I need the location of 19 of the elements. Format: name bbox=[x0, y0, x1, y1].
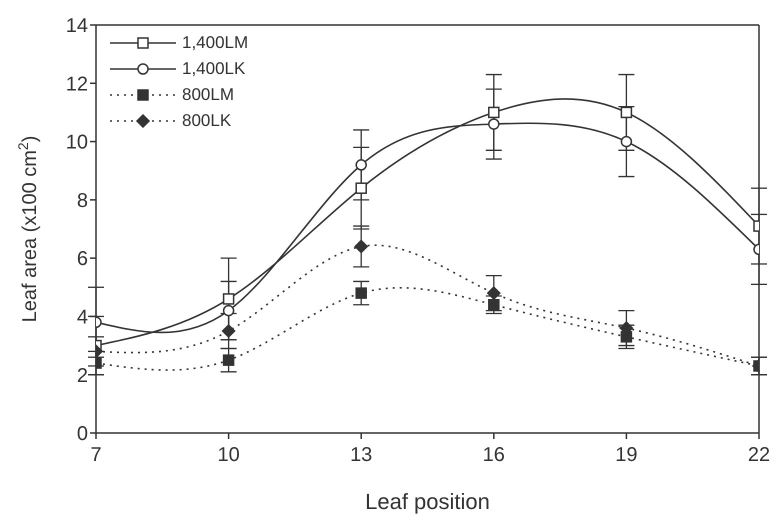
y-tick-label: 14 bbox=[66, 15, 88, 38]
x-axis-title: Leaf position bbox=[365, 489, 490, 514]
x-tick-label: 10 bbox=[217, 444, 240, 466]
legend-label: 800LM bbox=[182, 85, 234, 105]
y-tick-label: 4 bbox=[76, 306, 88, 329]
y-tick-label: 6 bbox=[76, 248, 88, 270]
legend-label: 800LK bbox=[182, 111, 232, 131]
y-tick-label: 10 bbox=[66, 132, 88, 154]
x-tick-label: 19 bbox=[615, 444, 638, 466]
y-tick-label: 8 bbox=[76, 190, 88, 212]
y-tick-label: 0 bbox=[76, 423, 88, 446]
x-tick-label: 7 bbox=[90, 444, 102, 466]
x-tick-label: 22 bbox=[748, 444, 770, 466]
legend-label: 1,400LK bbox=[182, 59, 246, 79]
y-tick-label: 2 bbox=[76, 364, 88, 387]
y-tick-label: 12 bbox=[66, 73, 88, 96]
legend-label: 1,400LM bbox=[182, 33, 248, 53]
x-tick-label: 16 bbox=[482, 444, 505, 466]
x-tick-label: 13 bbox=[350, 444, 372, 466]
